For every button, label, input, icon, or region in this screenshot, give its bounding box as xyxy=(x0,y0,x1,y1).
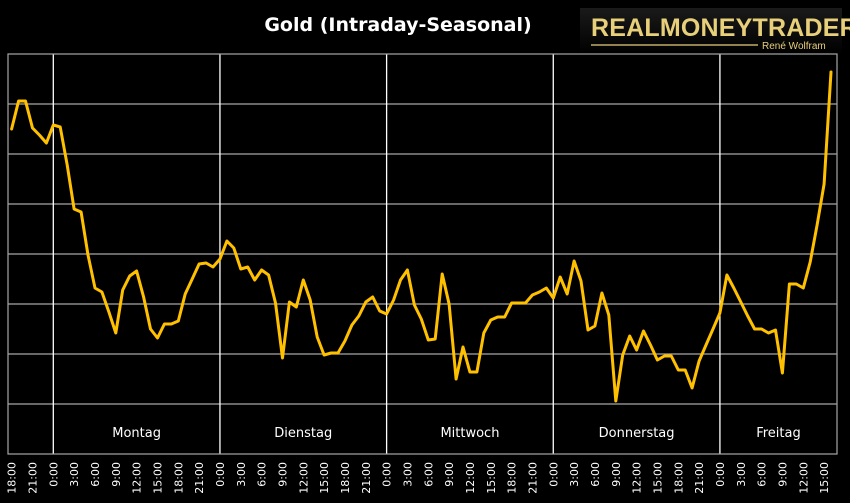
x-tick-label: 0:00 xyxy=(714,462,727,487)
logo: REALMONEYTRADER René Wolfram xyxy=(580,8,850,54)
x-tick-label: 3:00 xyxy=(568,462,581,487)
day-labels: Montag Dienstag Mittwoch Donnerstag Freitag xyxy=(112,426,800,441)
x-tick-label: 0:00 xyxy=(547,462,560,487)
logo-backdrop xyxy=(580,8,842,54)
x-tick-label: 21:00 xyxy=(26,462,39,494)
x-tick-label: 18:00 xyxy=(6,462,19,494)
day-label: Donnerstag xyxy=(599,426,675,441)
x-tick-label: 12:00 xyxy=(297,462,310,494)
x-tick-label: 18:00 xyxy=(172,462,185,494)
x-tick-label: 21:00 xyxy=(693,462,706,494)
plot-frame xyxy=(7,53,838,455)
day-label: Montag xyxy=(112,426,161,441)
x-tick-label: 12:00 xyxy=(797,462,810,494)
x-tick-label: 3:00 xyxy=(68,462,81,487)
x-tick-label: 12:00 xyxy=(631,462,644,494)
x-tick-label: 6:00 xyxy=(256,462,269,487)
x-tick-label: 18:00 xyxy=(339,462,352,494)
logo-author: René Wolfram xyxy=(762,41,826,52)
x-tick-label: 12:00 xyxy=(464,462,477,494)
x-tick-label: 9:00 xyxy=(776,462,789,487)
x-tick-label: 3:00 xyxy=(401,462,414,487)
series-line-gold xyxy=(10,70,833,403)
x-tick-label: 3:00 xyxy=(735,462,748,487)
series-layer xyxy=(10,70,833,403)
day-label: Freitag xyxy=(756,426,801,441)
x-tick-label: 15:00 xyxy=(485,462,498,494)
x-tick-labels: 18:00 21:00 0:00 3:00 6:00 9:00 12:00 15:00 18:0… xyxy=(6,462,831,494)
x-tick-label: 9:00 xyxy=(276,462,289,487)
x-tick-label: 9:00 xyxy=(610,462,623,487)
x-tick-label: 18:00 xyxy=(506,462,519,494)
x-tick-label: 18:00 xyxy=(672,462,685,494)
x-tick-label: 21:00 xyxy=(360,462,373,494)
x-tick-label: 0:00 xyxy=(214,462,227,487)
x-tick-label: 21:00 xyxy=(193,462,206,494)
gridlines xyxy=(8,103,837,405)
x-tick-label: 12:00 xyxy=(131,462,144,494)
x-tick-label: 3:00 xyxy=(235,462,248,487)
day-label: Mittwoch xyxy=(440,426,499,441)
x-tick-label: 9:00 xyxy=(443,462,456,487)
chart-title: Gold (Intraday-Seasonal) xyxy=(264,14,531,36)
x-tick-label: 15:00 xyxy=(318,462,331,494)
x-tick-label: 21:00 xyxy=(526,462,539,494)
x-tick-label: 6:00 xyxy=(89,462,102,487)
logo-wordmark: REALMONEYTRADER xyxy=(591,14,850,42)
x-tick-label: 15:00 xyxy=(151,462,164,494)
x-tick-label: 6:00 xyxy=(756,462,769,487)
day-label: Dienstag xyxy=(274,426,332,441)
x-tick-label: 6:00 xyxy=(422,462,435,487)
x-tick-label: 15:00 xyxy=(651,462,664,494)
x-tick-label: 15:00 xyxy=(818,462,831,494)
x-tick-label: 0:00 xyxy=(381,462,394,487)
day-separators xyxy=(52,54,721,454)
x-tick-label: 9:00 xyxy=(110,462,123,487)
x-tick-label: 0:00 xyxy=(47,462,60,487)
x-tick-label: 6:00 xyxy=(589,462,602,487)
